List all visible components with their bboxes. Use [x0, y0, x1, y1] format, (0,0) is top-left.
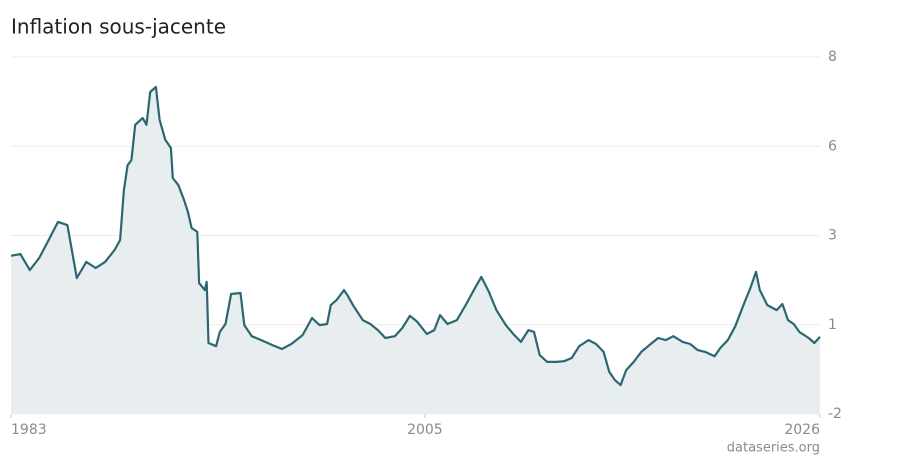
chart-title: Inflation sous-jacente — [11, 15, 226, 39]
x-tick-label: 1983 — [11, 422, 47, 438]
x-tick-label: 2026 — [784, 422, 820, 438]
area — [11, 87, 820, 414]
source: dataseries.org — [727, 441, 820, 456]
y-tick-label: 8 — [828, 49, 837, 65]
y-tick-label: 1 — [828, 317, 837, 333]
x-tick-label: 2005 — [407, 422, 443, 438]
y-tick-label: -2 — [828, 406, 842, 422]
y-tick-label: 6 — [828, 138, 837, 154]
line — [10, 85, 821, 387]
y-tick-label: 3 — [828, 228, 837, 244]
